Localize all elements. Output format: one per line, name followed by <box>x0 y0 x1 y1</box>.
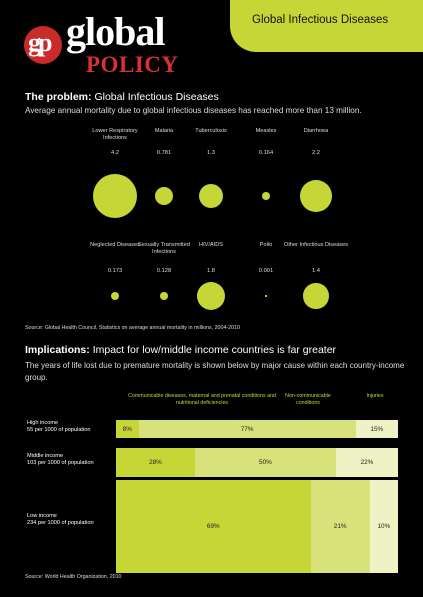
disease-value: 2.2 <box>311 150 321 156</box>
bar-segment: 28% <box>116 448 195 477</box>
disease-value: 1.3 <box>206 150 216 156</box>
disease-bubble <box>261 191 271 201</box>
bar-chart-source: Source: World Health Organization, 2010 <box>25 574 122 580</box>
income-group-rate: 103 per 1000 of population <box>27 460 94 466</box>
bar-segment: 50% <box>194 448 336 477</box>
disease-bubble <box>196 281 226 311</box>
income-bar: 8% 77% 15% <box>116 420 398 438</box>
disease-value: 1.8 <box>206 268 216 274</box>
disease-value: 0.781 <box>156 150 172 156</box>
bar-segment: 77% <box>138 420 356 438</box>
disease-bubble <box>110 291 120 301</box>
problem-title: Global Infectious Diseases <box>94 91 219 103</box>
disease-label: Sexually Transmitted Infections <box>138 242 190 255</box>
disease-label: Lower Respiratory Infections <box>92 128 138 141</box>
income-group-label: Low income 234 per 1000 of population <box>27 513 94 527</box>
problem-label: The problem: <box>25 91 92 103</box>
income-group-name: Low income <box>27 513 57 519</box>
disease-bubble <box>198 183 224 209</box>
disease-value: 4.2 <box>110 150 120 156</box>
income-group-label: High income 55 per 1000 of population <box>27 420 90 434</box>
logo-mark: gp <box>28 28 53 57</box>
disease-value: 0.128 <box>156 268 172 274</box>
implications-subtitle: The years of life lost due to premature … <box>25 361 405 382</box>
bar-segment: 15% <box>355 420 398 438</box>
disease-label: Tuberculosis <box>195 128 227 134</box>
bar-segment: 22% <box>335 448 398 477</box>
bar-segment: 8% <box>116 420 139 438</box>
page-title: Global Infectious Diseases <box>252 14 389 26</box>
disease-bubble <box>265 295 267 297</box>
header-band <box>230 0 423 52</box>
implications-heading: Implications: Impact for low/middle inco… <box>25 344 336 356</box>
income-group-label: Middle income 103 per 1000 of population <box>27 453 94 467</box>
disease-bubble <box>93 174 137 218</box>
income-group-name: Middle income <box>27 453 64 459</box>
bubble-chart-source: Source: Global Health Council, Statistic… <box>25 325 240 331</box>
income-bar: 28% 50% 22% <box>116 448 398 477</box>
global-policy-logo: gp global POLICY <box>24 9 194 80</box>
disease-label: Diarrhoea <box>303 128 329 134</box>
disease-label: Polio <box>259 242 273 248</box>
income-group-name: High income <box>27 420 59 426</box>
problem-subtitle: Average annual mortality due to global i… <box>25 106 362 115</box>
disease-value: 0.173 <box>107 268 123 274</box>
legend-communicable: Communicable diseases, maternal and pren… <box>128 393 276 406</box>
logo-circle <box>24 26 62 64</box>
bar-segment: 69% <box>116 480 311 573</box>
disease-bubble <box>160 292 168 300</box>
bar-segment: 10% <box>369 480 398 573</box>
implications-label: Implications: <box>25 344 90 356</box>
disease-bubble <box>303 283 329 309</box>
disease-value: 0.164 <box>258 150 274 156</box>
logo-word-global: global <box>66 9 165 54</box>
disease-bubble <box>154 186 174 206</box>
disease-value: 0.001 <box>258 268 274 274</box>
logo-word-policy: POLICY <box>86 52 179 77</box>
income-group-rate: 55 per 1000 of population <box>27 427 91 433</box>
income-group-rate: 234 per 1000 of population <box>27 520 94 526</box>
disease-label: Other Infectious Diseases <box>283 242 349 248</box>
legend-injuries: Injuries <box>366 393 384 399</box>
legend-non-communicable: Non-communicable conditions <box>285 393 331 406</box>
disease-label: Measles <box>255 128 277 134</box>
problem-heading: The problem: Global Infectious Diseases <box>25 91 219 103</box>
disease-bubble <box>300 180 332 212</box>
disease-label: Neglected Diseases <box>90 242 140 248</box>
disease-value: 1.4 <box>311 268 321 274</box>
income-bar: 69% 21% 10% <box>116 480 398 573</box>
bar-segment: 21% <box>310 480 370 573</box>
disease-label: Malaria <box>154 128 174 134</box>
implications-title: Impact for low/middle income countries i… <box>92 344 337 356</box>
disease-label: HIV/AIDS <box>199 242 223 248</box>
